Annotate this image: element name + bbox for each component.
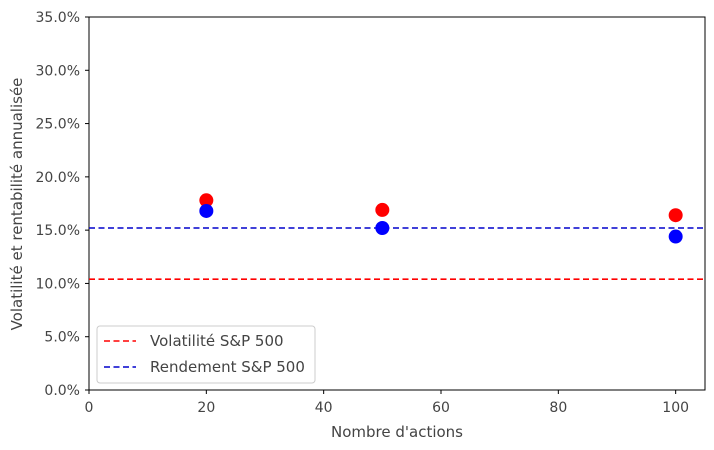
y-tick-label: 15.0% — [36, 223, 80, 239]
y-axis-label: Volatilité et rentabilité annualisée — [8, 78, 26, 331]
reference-lines — [89, 227, 705, 280]
scatter-point — [375, 221, 390, 236]
x-tick-label: 20 — [197, 400, 215, 416]
legend: Volatilité S&P 500 Rendement S&P 500 — [96, 325, 316, 384]
scatter-point — [668, 208, 683, 223]
y-tick-label: 35.0% — [36, 10, 80, 26]
x-axis-label: Nombre d'actions — [331, 423, 463, 441]
x-axis-ticks: 0 20 40 60 80 100 — [85, 390, 689, 416]
x-tick-label: 60 — [432, 400, 450, 416]
scatter-point — [199, 193, 214, 208]
x-tick-label: 100 — [662, 400, 689, 416]
scatter-point — [375, 202, 390, 217]
legend-label: Volatilité S&P 500 — [150, 332, 284, 350]
y-tick-label: 0.0% — [44, 383, 80, 399]
y-tick-label: 25.0% — [36, 117, 80, 133]
y-tick-label: 5.0% — [44, 330, 80, 346]
legend-label: Rendement S&P 500 — [150, 358, 305, 376]
y-tick-label: 10.0% — [36, 276, 80, 292]
y-tick-label: 20.0% — [36, 170, 80, 186]
scatter-point — [199, 203, 214, 218]
data-points — [199, 193, 683, 244]
y-axis-ticks: 0.0% 5.0% 10.0% 15.0% 20.0% 25.0% 30.0% 35.0% — [36, 10, 89, 399]
y-tick-label: 30.0% — [36, 63, 80, 79]
legend-box — [96, 325, 316, 384]
scatter-point — [668, 229, 683, 244]
x-tick-label: 80 — [549, 400, 567, 416]
x-tick-label: 40 — [315, 400, 333, 416]
x-tick-label: 0 — [85, 400, 94, 416]
plot-frame — [88, 16, 706, 391]
